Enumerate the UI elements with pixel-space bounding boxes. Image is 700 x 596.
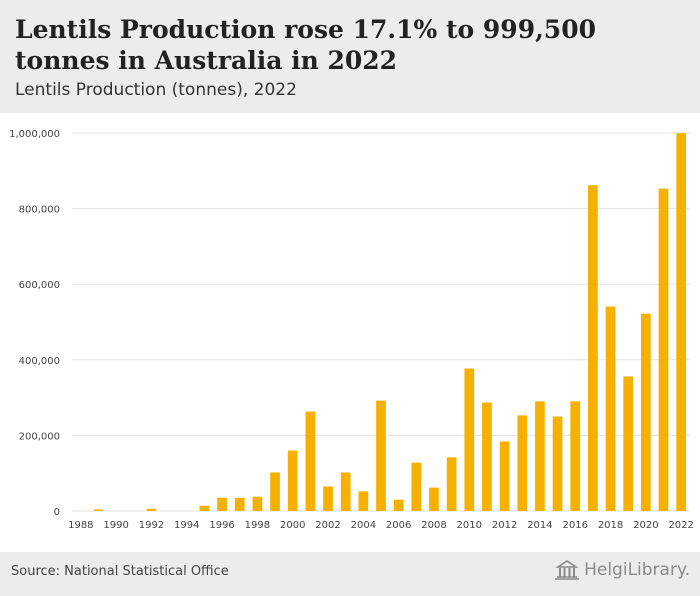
x-tick-label: 2014 xyxy=(527,520,552,531)
x-tick-label: 2004 xyxy=(351,520,376,531)
y-tick-label: 200,000 xyxy=(19,431,60,442)
bar-2018 xyxy=(605,306,616,511)
y-tick-label: 1,000,000 xyxy=(9,129,60,140)
bar-2021 xyxy=(658,188,669,511)
bar-2001 xyxy=(305,411,316,511)
bar-1996 xyxy=(217,497,227,511)
y-tick-label: 400,000 xyxy=(19,356,60,367)
chart-subtitle: Lentils Production (tonnes), 2022 xyxy=(15,80,297,100)
bar-2013 xyxy=(517,415,528,511)
x-tick-label: 2022 xyxy=(668,520,693,531)
page-title: Lentils Production rose 17.1% to 999,500… xyxy=(15,15,596,75)
x-tick-label: 1988 xyxy=(68,520,93,531)
bar-1997 xyxy=(234,497,245,511)
logo-text: HelgiLibrary. xyxy=(584,560,690,580)
bar-2015 xyxy=(552,416,563,511)
x-tick-label: 1996 xyxy=(209,520,234,531)
source-note: Source: National Statistical Office xyxy=(11,564,229,579)
bar-2006 xyxy=(393,499,404,511)
y-tick-label: 0 xyxy=(54,507,60,518)
x-tick-label: 2006 xyxy=(386,520,411,531)
x-tick-label: 2020 xyxy=(633,520,658,531)
x-axis-tick-labels: 1988 1990 1992 1994 1996 1998 2000 2002 2004 2006… xyxy=(68,520,694,531)
header: Lentils Production rose 17.1% to 999,500… xyxy=(0,0,700,113)
y-axis-tick-labels: 0 200,000 400,000 600,000 800,000 1,000,000 xyxy=(9,129,60,518)
bar-chart: 0 200,000 400,000 600,000 800,000 1,000,000 1… xyxy=(9,129,694,531)
bars xyxy=(93,133,687,511)
x-tick-label: 2016 xyxy=(563,520,588,531)
x-tick-label: 2000 xyxy=(280,520,305,531)
x-tick-label: 2018 xyxy=(598,520,623,531)
bar-2002 xyxy=(323,486,333,511)
bar-2005 xyxy=(376,400,386,511)
bar-2014 xyxy=(535,401,545,511)
x-tick-label: 2010 xyxy=(457,520,482,531)
footer: Source: National Statistical Office Helg… xyxy=(0,552,700,596)
grid-lines xyxy=(72,132,690,512)
y-tick-label: 600,000 xyxy=(19,280,60,291)
x-tick-label: 1992 xyxy=(139,520,164,531)
bar-2017 xyxy=(588,185,598,511)
bar-2011 xyxy=(482,402,492,511)
x-tick-label: 2012 xyxy=(492,520,517,531)
x-tick-label: 1998 xyxy=(245,520,270,531)
y-tick-label: 800,000 xyxy=(19,205,60,216)
bar-2016 xyxy=(570,401,581,511)
bar-1998 xyxy=(252,496,263,511)
x-tick-label: 1994 xyxy=(174,520,199,531)
bar-2009 xyxy=(446,457,457,511)
bar-2012 xyxy=(499,441,510,511)
bar-2022 xyxy=(676,133,687,511)
bar-2020 xyxy=(641,313,651,511)
bar-2003 xyxy=(340,472,351,511)
bar-1999 xyxy=(270,472,280,511)
bar-2019 xyxy=(623,376,634,511)
bar-1992 xyxy=(146,508,157,511)
x-tick-label: 2008 xyxy=(421,520,446,531)
bar-2010 xyxy=(464,368,475,511)
bar-2000 xyxy=(287,450,298,511)
x-tick-label: 2002 xyxy=(315,520,340,531)
bar-2008 xyxy=(429,487,439,511)
helgi-library-logo[interactable]: HelgiLibrary. xyxy=(554,560,690,580)
bar-2004 xyxy=(358,491,369,511)
bar-1989 xyxy=(93,509,104,511)
library-building-icon xyxy=(555,560,580,580)
bar-1995 xyxy=(199,505,210,511)
x-tick-label: 1990 xyxy=(103,520,128,531)
bar-2007 xyxy=(411,462,422,511)
